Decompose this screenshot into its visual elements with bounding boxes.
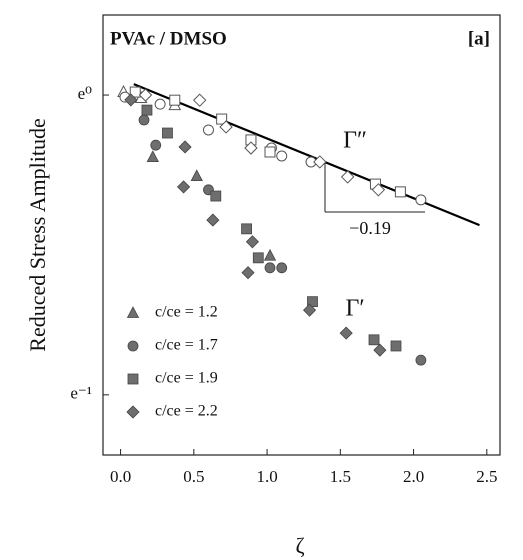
marker <box>415 354 427 366</box>
marker <box>216 113 228 125</box>
marker <box>138 88 153 102</box>
marker <box>241 223 252 235</box>
x-tick-label: 2.0 <box>403 467 424 486</box>
marker <box>302 303 317 317</box>
fit-line <box>133 83 480 227</box>
marker <box>192 93 207 107</box>
x-tick-label: 0.0 <box>110 467 131 486</box>
marker <box>150 139 162 151</box>
marker <box>245 235 259 249</box>
y-axis-label: Reduced Stress Amplitude <box>25 118 50 351</box>
chart-title: PVAc / DMSO <box>110 28 227 49</box>
marker <box>340 170 355 184</box>
x-tick-label: 1.0 <box>256 467 277 486</box>
annotation: Γ″ <box>343 128 367 154</box>
marker <box>313 155 327 169</box>
marker <box>276 150 288 162</box>
marker <box>415 194 427 206</box>
legend-label: c/ce = 2.2 <box>155 403 218 420</box>
marker <box>138 114 150 126</box>
marker <box>124 93 138 107</box>
marker <box>190 169 203 182</box>
x-tick-label: 2.5 <box>476 467 497 486</box>
marker <box>154 98 166 110</box>
panel-label: [a] <box>468 28 490 49</box>
legend-label: c/ce = 1.7 <box>155 337 218 354</box>
marker <box>339 326 353 340</box>
marker <box>244 141 258 155</box>
marker <box>371 183 386 197</box>
marker <box>263 248 277 261</box>
annotation: −0.19 <box>349 218 391 238</box>
legend-marker <box>127 373 139 385</box>
x-tick-label: 1.5 <box>330 467 351 486</box>
marker <box>146 150 159 163</box>
y-tick-label: e⁻¹ <box>70 384 92 403</box>
marker <box>129 86 141 98</box>
marker <box>276 262 288 274</box>
marker <box>264 262 276 274</box>
marker <box>390 340 402 352</box>
marker <box>202 124 214 136</box>
marker <box>264 146 276 158</box>
marker <box>219 120 233 134</box>
marker <box>252 252 264 264</box>
marker <box>368 334 380 346</box>
annotation: Γ′ <box>345 296 364 322</box>
marker <box>394 186 406 198</box>
legend-label: c/ce = 1.2 <box>155 304 218 321</box>
marker <box>206 213 220 227</box>
legend-marker <box>127 340 139 352</box>
marker <box>241 266 255 280</box>
marker <box>373 343 387 357</box>
y-tick-label: e⁰ <box>78 84 93 103</box>
legend-label: c/ce = 1.9 <box>155 370 218 387</box>
marker <box>177 180 191 194</box>
marker <box>169 94 181 106</box>
marker <box>178 140 192 154</box>
legend-marker <box>126 306 140 318</box>
marker <box>141 104 153 116</box>
marker <box>210 190 222 202</box>
x-tick-label: 0.5 <box>183 467 204 486</box>
plot-frame <box>102 14 501 456</box>
x-axis-label: ζ <box>295 533 304 558</box>
legend-marker <box>126 405 140 419</box>
marker <box>162 127 173 139</box>
